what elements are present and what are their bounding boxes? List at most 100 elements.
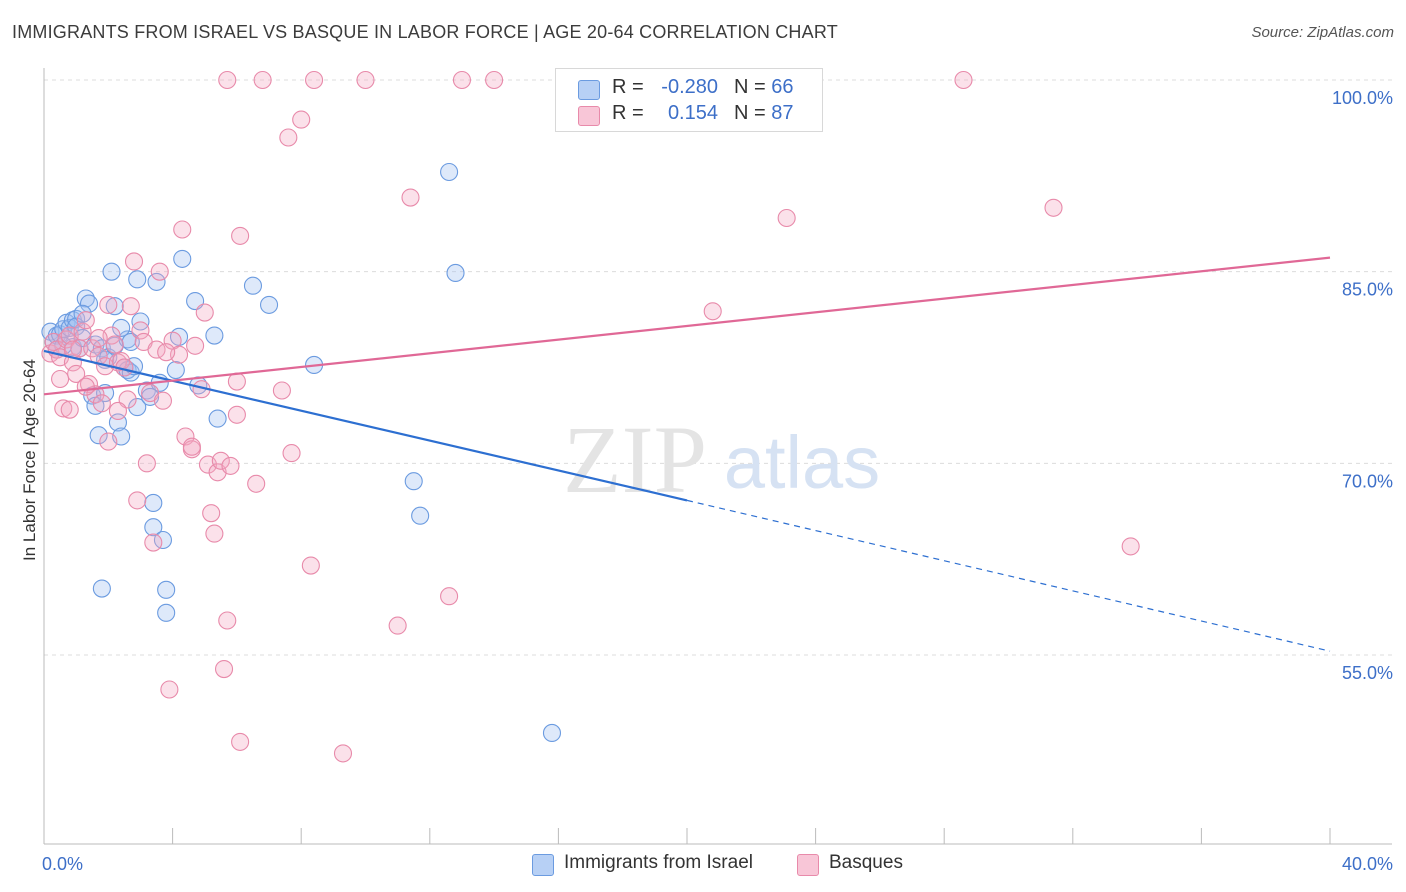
data-point [305, 70, 324, 90]
data-point [221, 456, 240, 475]
data-point [301, 556, 320, 575]
data-point [253, 70, 272, 90]
data-point [231, 226, 250, 245]
chart-source: Source: ZipAtlas.com [1251, 24, 1394, 41]
data-point [401, 188, 420, 207]
y-tick-label: 55.0% [1342, 663, 1393, 683]
data-point [208, 409, 227, 428]
data-point [105, 335, 124, 354]
trend-line-extension-israel [686, 499, 1331, 652]
legend-r-value-basques: 0.154 [667, 102, 718, 124]
chart-title: IMMIGRANTS FROM ISRAEL VS BASQUE IN LABO… [12, 22, 838, 42]
data-point [89, 329, 108, 348]
data-point [128, 491, 147, 510]
legend-n-label: N = [734, 102, 766, 124]
data-point [1121, 537, 1140, 556]
y-tick-label: 70.0% [1342, 471, 1393, 491]
data-point [1044, 198, 1063, 217]
data-point [292, 110, 311, 129]
data-point [121, 297, 140, 316]
data-point [231, 732, 250, 751]
legend-n-value-basques: 87 [771, 102, 794, 124]
data-point [73, 322, 92, 341]
data-point [182, 437, 201, 456]
legend-n-basques: N = 87 [734, 102, 794, 125]
y-tick-label: 100.0% [1332, 88, 1393, 108]
data-point [76, 377, 95, 396]
data-point [153, 391, 173, 410]
legend-r-label: R = [612, 102, 644, 124]
data-point [128, 270, 147, 289]
data-point [83, 339, 102, 358]
data-point [112, 318, 131, 337]
data-point [99, 295, 118, 314]
data-point [67, 364, 86, 383]
legend-r-value-israel: -0.280 [661, 76, 718, 98]
legend-n-israel: N = 66 [734, 76, 794, 99]
tick-labels: 100.0% 85.0% 70.0% 55.0% 0.0% 40.0% [42, 88, 1393, 874]
data-point [218, 611, 237, 630]
data-point [157, 603, 176, 622]
watermark: ZIP atlas [563, 406, 880, 513]
data-point [144, 493, 163, 512]
data-point [202, 504, 221, 523]
data-point [440, 162, 459, 182]
grid-lines [44, 79, 1392, 656]
data-point [144, 533, 163, 552]
data-point [356, 70, 375, 90]
data-point [214, 660, 234, 679]
data-point [102, 262, 121, 281]
data-point [954, 70, 973, 90]
y-axis-label: In Labor Force | Age 20-64 [20, 359, 39, 561]
trend-line-basques [43, 256, 1331, 396]
stats-legend: R = -0.280 N = 66 R = 0.154 N = 87 [555, 68, 823, 132]
data-point [76, 311, 95, 330]
data-point [147, 272, 166, 291]
data-point [247, 474, 266, 493]
data-point [92, 394, 111, 413]
data-point [777, 208, 796, 228]
legend-swatch-basques [578, 106, 600, 126]
data-point [440, 587, 459, 606]
trend-line-israel [43, 349, 688, 502]
data-point [173, 249, 192, 268]
legend-swatch-israel [578, 80, 600, 100]
data-point [227, 405, 246, 424]
data-point [54, 399, 73, 418]
data-point [485, 70, 504, 90]
data-point [404, 472, 423, 491]
legend-r-label: R = [612, 76, 644, 98]
data-point [211, 451, 230, 470]
bottom-legend-label-basques: Basques [829, 852, 903, 873]
legend-n-label: N = [734, 76, 766, 98]
data-point [128, 398, 147, 417]
data-point [105, 297, 124, 316]
data-point [173, 220, 192, 239]
x-tick-label: 0.0% [42, 854, 83, 874]
data-point [137, 454, 156, 473]
bottom-legend-swatch-israel [532, 854, 554, 876]
data-point [60, 400, 79, 419]
data-point [99, 432, 118, 451]
data-point [282, 444, 301, 463]
data-point [89, 426, 108, 445]
bottom-legend-swatch-basques [797, 854, 819, 876]
data-point [157, 580, 176, 599]
watermark-atlas: atlas [724, 421, 880, 504]
data-point [279, 128, 298, 147]
data-points [41, 70, 1140, 763]
data-point [272, 381, 291, 400]
data-point [388, 616, 407, 635]
data-point [243, 276, 263, 295]
data-point [205, 524, 224, 543]
data-point [166, 361, 185, 380]
legend-n-value-israel: 66 [771, 76, 794, 98]
data-point [157, 343, 176, 362]
data-point [205, 326, 224, 345]
data-point [218, 70, 237, 90]
data-point [150, 262, 169, 281]
data-point [452, 70, 472, 90]
data-point [131, 321, 150, 340]
axes [43, 68, 1392, 845]
